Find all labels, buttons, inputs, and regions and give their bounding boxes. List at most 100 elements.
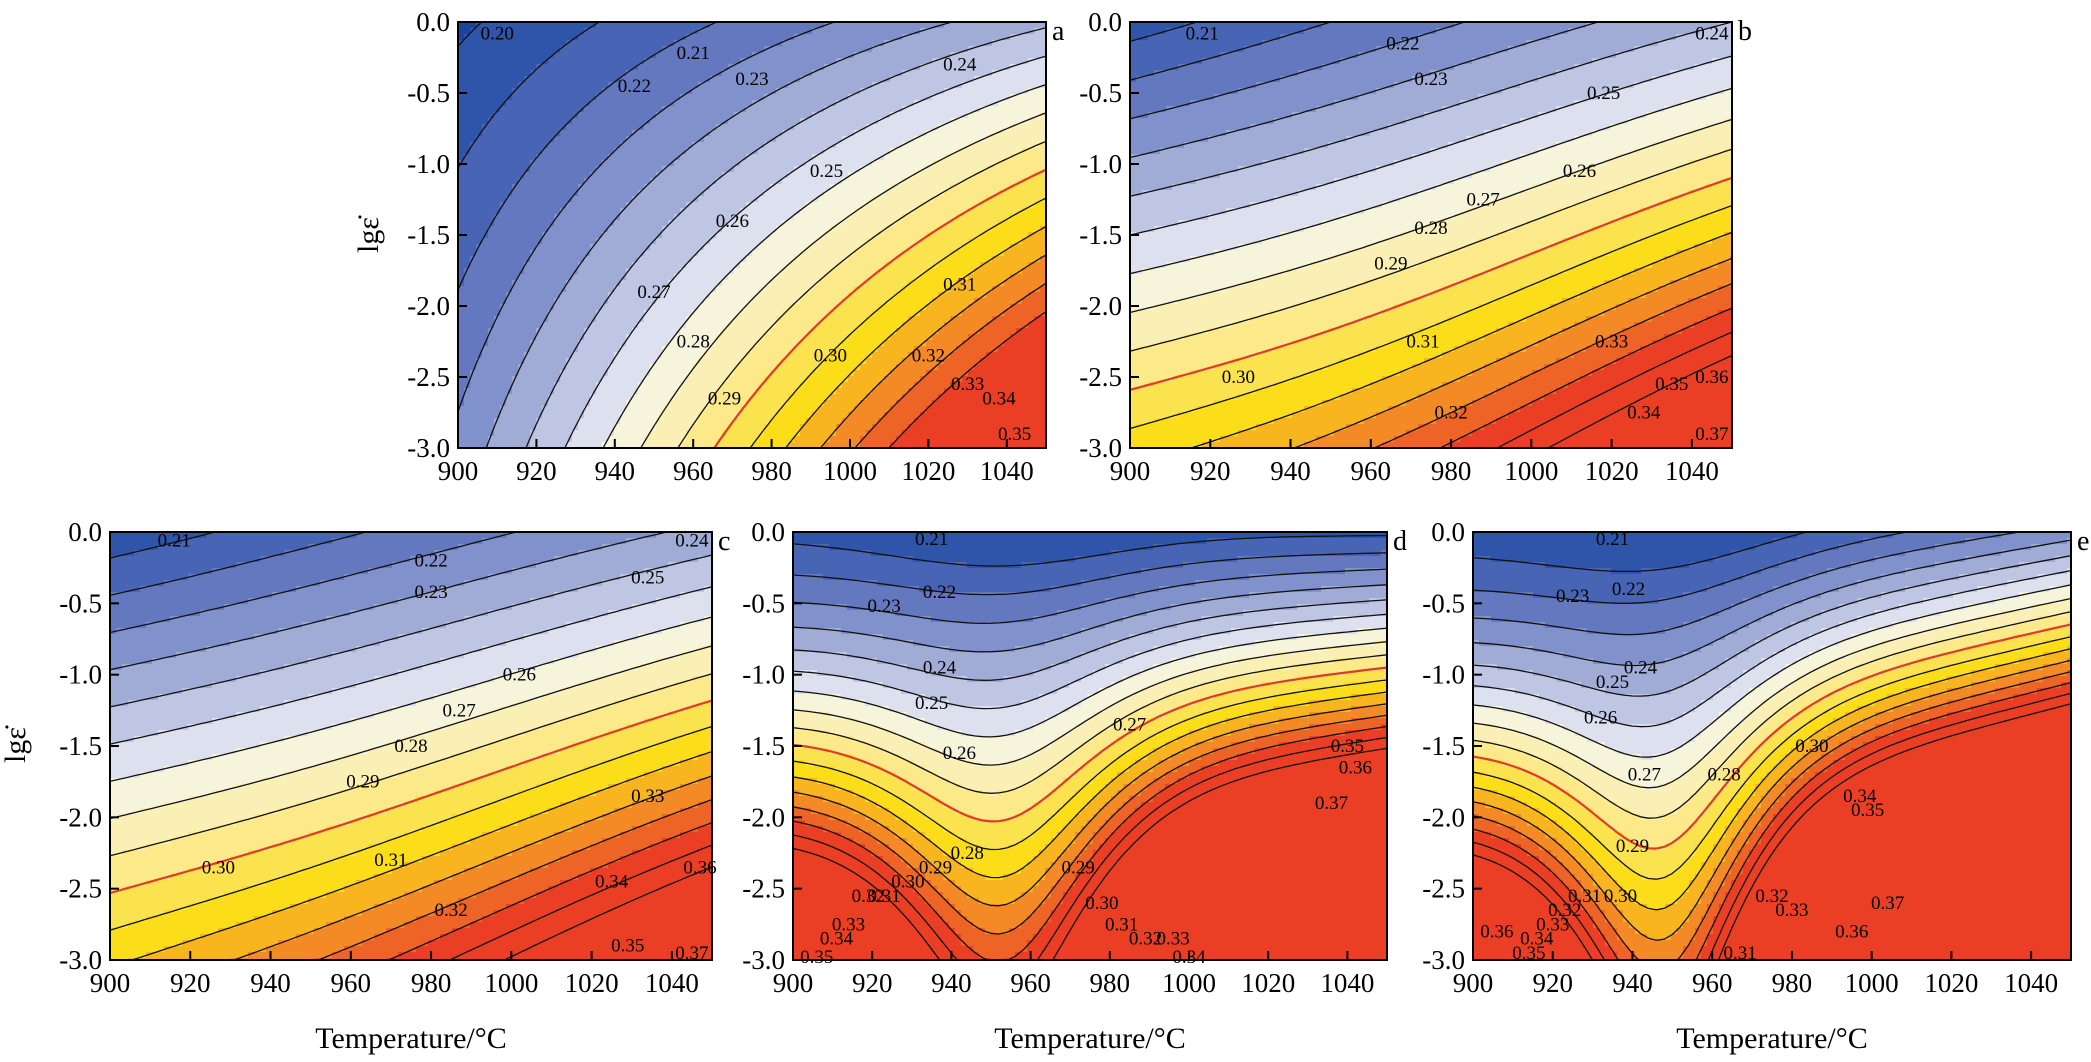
fill-cell [548, 22, 555, 29]
fill-cell [776, 88, 783, 95]
fill-cell [962, 136, 969, 143]
fill-cell [908, 238, 915, 245]
fill-cell [860, 238, 867, 245]
fill-cell [812, 118, 819, 125]
fill-cell [572, 304, 579, 311]
fill-cell [536, 310, 543, 317]
fill-cell [1028, 274, 1035, 281]
fill-cell [908, 46, 915, 53]
fill-cell [470, 292, 477, 299]
fill-cell [926, 106, 933, 113]
fill-cell [1040, 190, 1046, 197]
fill-cell [566, 124, 573, 131]
fill-cell [914, 70, 921, 77]
fill-cell [656, 112, 663, 119]
fill-cell [878, 52, 885, 59]
fill-cell [806, 250, 813, 257]
fill-cell [812, 220, 819, 227]
fill-cell [530, 112, 537, 119]
fill-cell [818, 178, 825, 185]
fill-cell [692, 268, 699, 275]
fill-cell [764, 232, 771, 239]
fill-cell [926, 148, 933, 155]
fill-cell [962, 196, 969, 203]
fill-cell [842, 148, 849, 155]
fill-cell [1022, 184, 1029, 191]
fill-cell [842, 112, 849, 119]
fill-cell [524, 148, 531, 155]
fill-cell [824, 46, 831, 53]
fill-cell [914, 214, 921, 221]
fill-cell [650, 76, 657, 83]
fill-cell [1004, 286, 1011, 293]
fill-cell [962, 76, 969, 83]
fill-cell [512, 82, 519, 89]
fill-cell [716, 292, 723, 299]
fill-cell [1028, 244, 1035, 251]
fill-cell [674, 322, 681, 329]
fill-cell [704, 238, 711, 245]
fill-cell [530, 172, 537, 179]
fill-cell [554, 52, 561, 59]
fill-cell [848, 262, 855, 269]
fill-cell [500, 280, 507, 287]
fill-cell [776, 304, 783, 311]
fill-cell [632, 160, 639, 167]
fill-cell [956, 154, 963, 161]
fill-cell [488, 28, 495, 35]
fill-cell [956, 40, 963, 47]
fill-cell [626, 310, 633, 317]
fill-cell [794, 70, 801, 77]
fill-cell [584, 256, 591, 263]
fill-cell [638, 22, 645, 29]
fill-cell [602, 244, 609, 251]
fill-cell [860, 22, 867, 29]
fill-cell [704, 76, 711, 83]
fill-cell [938, 100, 945, 107]
fill-cell [644, 22, 651, 29]
fill-cell [566, 130, 573, 137]
fill-cell [560, 160, 567, 167]
fill-cell [968, 64, 975, 71]
fill-cell [974, 226, 981, 233]
fill-cell [668, 232, 675, 239]
fill-cell [662, 214, 669, 221]
fill-cell [674, 232, 681, 239]
fill-cell [746, 280, 753, 287]
fill-cell [536, 148, 543, 155]
fill-cell [482, 238, 489, 245]
fill-cell [1016, 76, 1023, 83]
fill-cell [992, 22, 999, 29]
fill-cell [596, 256, 603, 263]
fill-cell [644, 268, 651, 275]
fill-cell [770, 286, 777, 293]
fill-cell [674, 166, 681, 173]
fill-cell [530, 34, 537, 41]
fill-cell [794, 172, 801, 179]
fill-cell [662, 274, 669, 281]
fill-cell [896, 154, 903, 161]
fill-cell [536, 166, 543, 173]
fill-cell [584, 142, 591, 149]
fill-cell [560, 274, 567, 281]
fill-cell [512, 58, 519, 65]
fill-cell [584, 64, 591, 71]
fill-cell [572, 226, 579, 233]
fill-cell [806, 148, 813, 155]
fill-cell [716, 94, 723, 101]
fill-cell [728, 22, 735, 29]
fill-cell [584, 82, 591, 89]
fill-cell [728, 46, 735, 53]
fill-cell [962, 280, 969, 287]
fill-cell [572, 58, 579, 65]
fill-cell [716, 178, 723, 185]
fill-cell [656, 268, 663, 275]
fill-cell [1016, 256, 1023, 263]
fill-cell [512, 112, 519, 119]
fill-cell [644, 142, 651, 149]
fill-cell [698, 130, 705, 137]
fill-cell [1034, 184, 1041, 191]
fill-cell [626, 148, 633, 155]
fill-cell [932, 184, 939, 191]
fill-cell [536, 250, 543, 257]
